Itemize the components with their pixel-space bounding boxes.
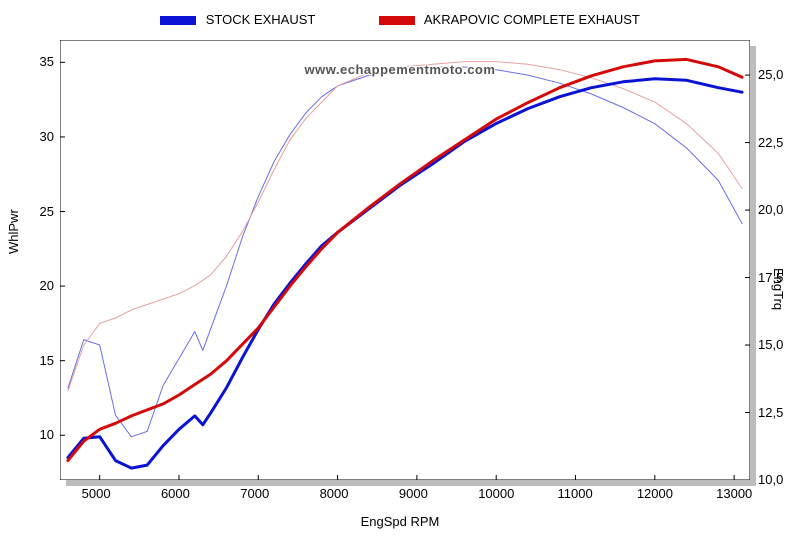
y-right-tick-label: 25,0: [758, 67, 783, 82]
y-left-tick-label: 10: [40, 427, 54, 442]
x-tick-label: 8000: [320, 486, 349, 501]
y-left-tick-label: 20: [40, 278, 54, 293]
y-right-ticks: [745, 75, 750, 480]
y-left-tick-label: 30: [40, 129, 54, 144]
x-tick-label: 7000: [240, 486, 269, 501]
y-right-tick-label: 15,0: [758, 337, 783, 352]
y-right-tick-label: 22,5: [758, 135, 783, 150]
x-tick-label: 11000: [558, 486, 593, 501]
x-tick-label: 10000: [478, 486, 514, 501]
legend-label-stock: STOCK EXHAUST: [206, 12, 316, 27]
y-left-tick-label: 35: [40, 54, 54, 69]
legend-swatch-akra: [379, 16, 415, 25]
y-left-tick-label: 25: [40, 204, 54, 219]
y-left-axis-label: WhlPwr: [6, 209, 21, 254]
legend-item-stock: STOCK EXHAUST: [160, 12, 315, 27]
y-left-tick-label: 15: [40, 353, 54, 368]
x-tick-label: 6000: [161, 486, 190, 501]
series-group: [68, 59, 742, 468]
y-left-ticks: [60, 62, 65, 435]
x-tick-label: 13000: [716, 486, 752, 501]
x-tick-label: 9000: [399, 486, 428, 501]
x-ticks: [100, 475, 734, 480]
x-axis-label: EngSpd RPM: [0, 514, 800, 529]
y-right-tick-label: 12,5: [758, 405, 783, 420]
legend-swatch-stock: [160, 16, 196, 25]
plot-border: [60, 40, 750, 480]
legend-label-akra: AKRAPOVIC COMPLETE EXHAUST: [424, 12, 640, 27]
x-tick-label: 5000: [82, 486, 111, 501]
x-tick-label: 12000: [637, 486, 673, 501]
plot-shadow-right: [750, 46, 756, 486]
plot-svg: [60, 40, 750, 480]
y-right-tick-label: 17,5: [758, 270, 783, 285]
y-right-tick-label: 10,0: [758, 472, 783, 487]
y-right-tick-label: 20,0: [758, 202, 783, 217]
chart-legend: STOCK EXHAUST AKRAPOVIC COMPLETE EXHAUST: [0, 12, 800, 27]
legend-item-akra: AKRAPOVIC COMPLETE EXHAUST: [379, 12, 640, 27]
